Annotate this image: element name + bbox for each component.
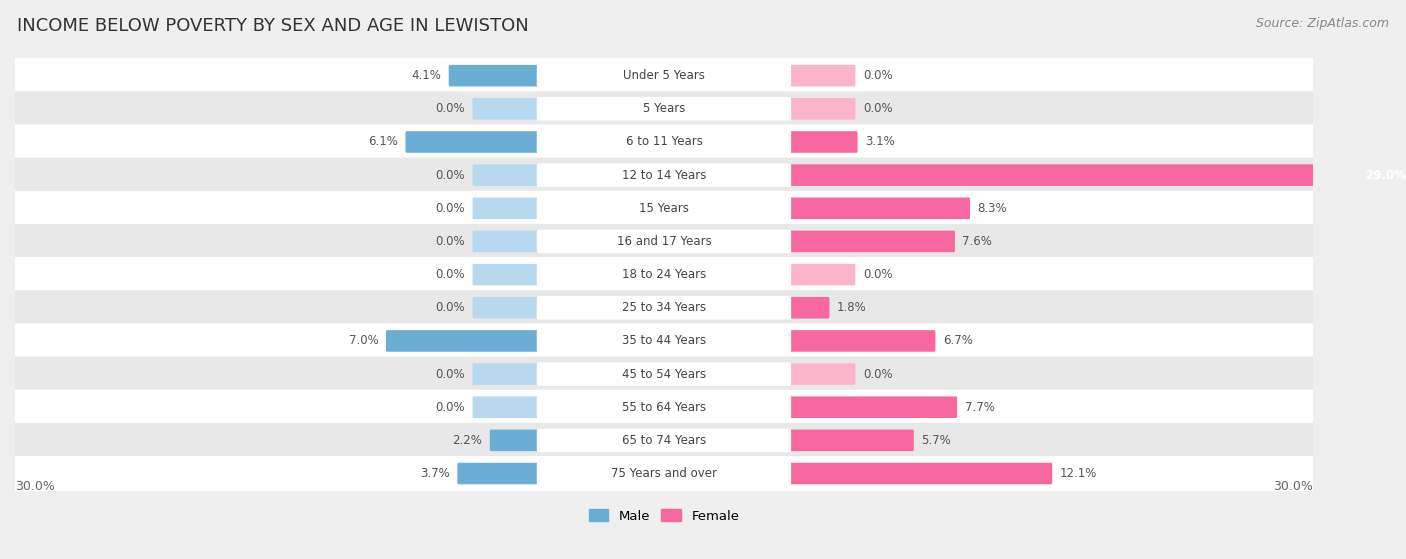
FancyBboxPatch shape (387, 330, 540, 352)
FancyBboxPatch shape (3, 323, 1324, 358)
Text: 30.0%: 30.0% (15, 480, 55, 494)
FancyBboxPatch shape (537, 263, 792, 286)
FancyBboxPatch shape (457, 463, 540, 484)
Text: 5.7%: 5.7% (921, 434, 950, 447)
Text: 4.1%: 4.1% (412, 69, 441, 82)
FancyBboxPatch shape (537, 462, 792, 485)
FancyBboxPatch shape (489, 430, 540, 451)
Text: 0.0%: 0.0% (436, 401, 465, 414)
FancyBboxPatch shape (537, 230, 792, 253)
FancyBboxPatch shape (3, 224, 1324, 259)
Text: 65 to 74 Years: 65 to 74 Years (621, 434, 706, 447)
Text: 0.0%: 0.0% (436, 169, 465, 182)
FancyBboxPatch shape (789, 65, 855, 87)
Text: 18 to 24 Years: 18 to 24 Years (621, 268, 706, 281)
Text: 25 to 34 Years: 25 to 34 Years (621, 301, 706, 314)
FancyBboxPatch shape (3, 125, 1324, 159)
Text: 6 to 11 Years: 6 to 11 Years (626, 135, 703, 149)
Text: 8.3%: 8.3% (977, 202, 1007, 215)
FancyBboxPatch shape (3, 456, 1324, 491)
FancyBboxPatch shape (472, 197, 540, 219)
Text: 7.6%: 7.6% (963, 235, 993, 248)
FancyBboxPatch shape (789, 197, 970, 219)
FancyBboxPatch shape (537, 64, 792, 87)
FancyBboxPatch shape (472, 396, 540, 418)
Text: 2.2%: 2.2% (453, 434, 482, 447)
FancyBboxPatch shape (537, 395, 792, 419)
FancyBboxPatch shape (472, 297, 540, 319)
FancyBboxPatch shape (789, 164, 1406, 186)
Text: 55 to 64 Years: 55 to 64 Years (621, 401, 706, 414)
Text: 0.0%: 0.0% (436, 368, 465, 381)
Text: 30.0%: 30.0% (1272, 480, 1313, 494)
FancyBboxPatch shape (472, 231, 540, 252)
Text: 0.0%: 0.0% (436, 268, 465, 281)
Text: 29.0%: 29.0% (1365, 169, 1406, 182)
Text: 3.1%: 3.1% (865, 135, 894, 149)
Text: Under 5 Years: Under 5 Years (623, 69, 704, 82)
FancyBboxPatch shape (3, 290, 1324, 325)
Text: 0.0%: 0.0% (863, 368, 893, 381)
Text: 0.0%: 0.0% (436, 102, 465, 115)
Text: 0.0%: 0.0% (436, 235, 465, 248)
FancyBboxPatch shape (789, 463, 1052, 484)
FancyBboxPatch shape (789, 297, 830, 319)
FancyBboxPatch shape (3, 357, 1324, 392)
FancyBboxPatch shape (789, 363, 855, 385)
Text: 0.0%: 0.0% (436, 202, 465, 215)
Text: 35 to 44 Years: 35 to 44 Years (621, 334, 706, 348)
Text: 45 to 54 Years: 45 to 54 Years (621, 368, 706, 381)
FancyBboxPatch shape (789, 231, 955, 252)
Text: 75 Years and over: 75 Years and over (612, 467, 717, 480)
Text: 1.8%: 1.8% (837, 301, 866, 314)
FancyBboxPatch shape (789, 98, 855, 120)
Text: 12 to 14 Years: 12 to 14 Years (621, 169, 706, 182)
FancyBboxPatch shape (789, 330, 935, 352)
FancyBboxPatch shape (537, 429, 792, 452)
FancyBboxPatch shape (472, 363, 540, 385)
Text: Source: ZipAtlas.com: Source: ZipAtlas.com (1256, 17, 1389, 30)
Text: 0.0%: 0.0% (863, 268, 893, 281)
Text: 16 and 17 Years: 16 and 17 Years (617, 235, 711, 248)
FancyBboxPatch shape (3, 191, 1324, 226)
FancyBboxPatch shape (472, 164, 540, 186)
Text: 15 Years: 15 Years (638, 202, 689, 215)
Text: 6.7%: 6.7% (943, 334, 973, 348)
Text: 12.1%: 12.1% (1060, 467, 1097, 480)
Text: 0.0%: 0.0% (863, 102, 893, 115)
Text: 7.7%: 7.7% (965, 401, 994, 414)
FancyBboxPatch shape (789, 131, 858, 153)
FancyBboxPatch shape (3, 91, 1324, 126)
FancyBboxPatch shape (537, 163, 792, 187)
Text: 0.0%: 0.0% (436, 301, 465, 314)
Text: INCOME BELOW POVERTY BY SEX AND AGE IN LEWISTON: INCOME BELOW POVERTY BY SEX AND AGE IN L… (17, 17, 529, 35)
FancyBboxPatch shape (449, 65, 540, 87)
Text: 5 Years: 5 Years (643, 102, 685, 115)
Text: 7.0%: 7.0% (349, 334, 378, 348)
FancyBboxPatch shape (3, 390, 1324, 425)
FancyBboxPatch shape (789, 396, 957, 418)
FancyBboxPatch shape (789, 264, 855, 286)
FancyBboxPatch shape (537, 130, 792, 154)
FancyBboxPatch shape (3, 257, 1324, 292)
FancyBboxPatch shape (537, 362, 792, 386)
FancyBboxPatch shape (3, 158, 1324, 193)
FancyBboxPatch shape (3, 58, 1324, 93)
FancyBboxPatch shape (472, 98, 540, 120)
Text: 3.7%: 3.7% (420, 467, 450, 480)
FancyBboxPatch shape (472, 264, 540, 286)
FancyBboxPatch shape (537, 97, 792, 121)
FancyBboxPatch shape (405, 131, 540, 153)
Text: 6.1%: 6.1% (368, 135, 398, 149)
FancyBboxPatch shape (537, 329, 792, 353)
FancyBboxPatch shape (789, 430, 914, 451)
FancyBboxPatch shape (537, 296, 792, 320)
FancyBboxPatch shape (537, 197, 792, 220)
Legend: Male, Female: Male, Female (583, 504, 745, 528)
FancyBboxPatch shape (3, 423, 1324, 458)
Text: 0.0%: 0.0% (863, 69, 893, 82)
